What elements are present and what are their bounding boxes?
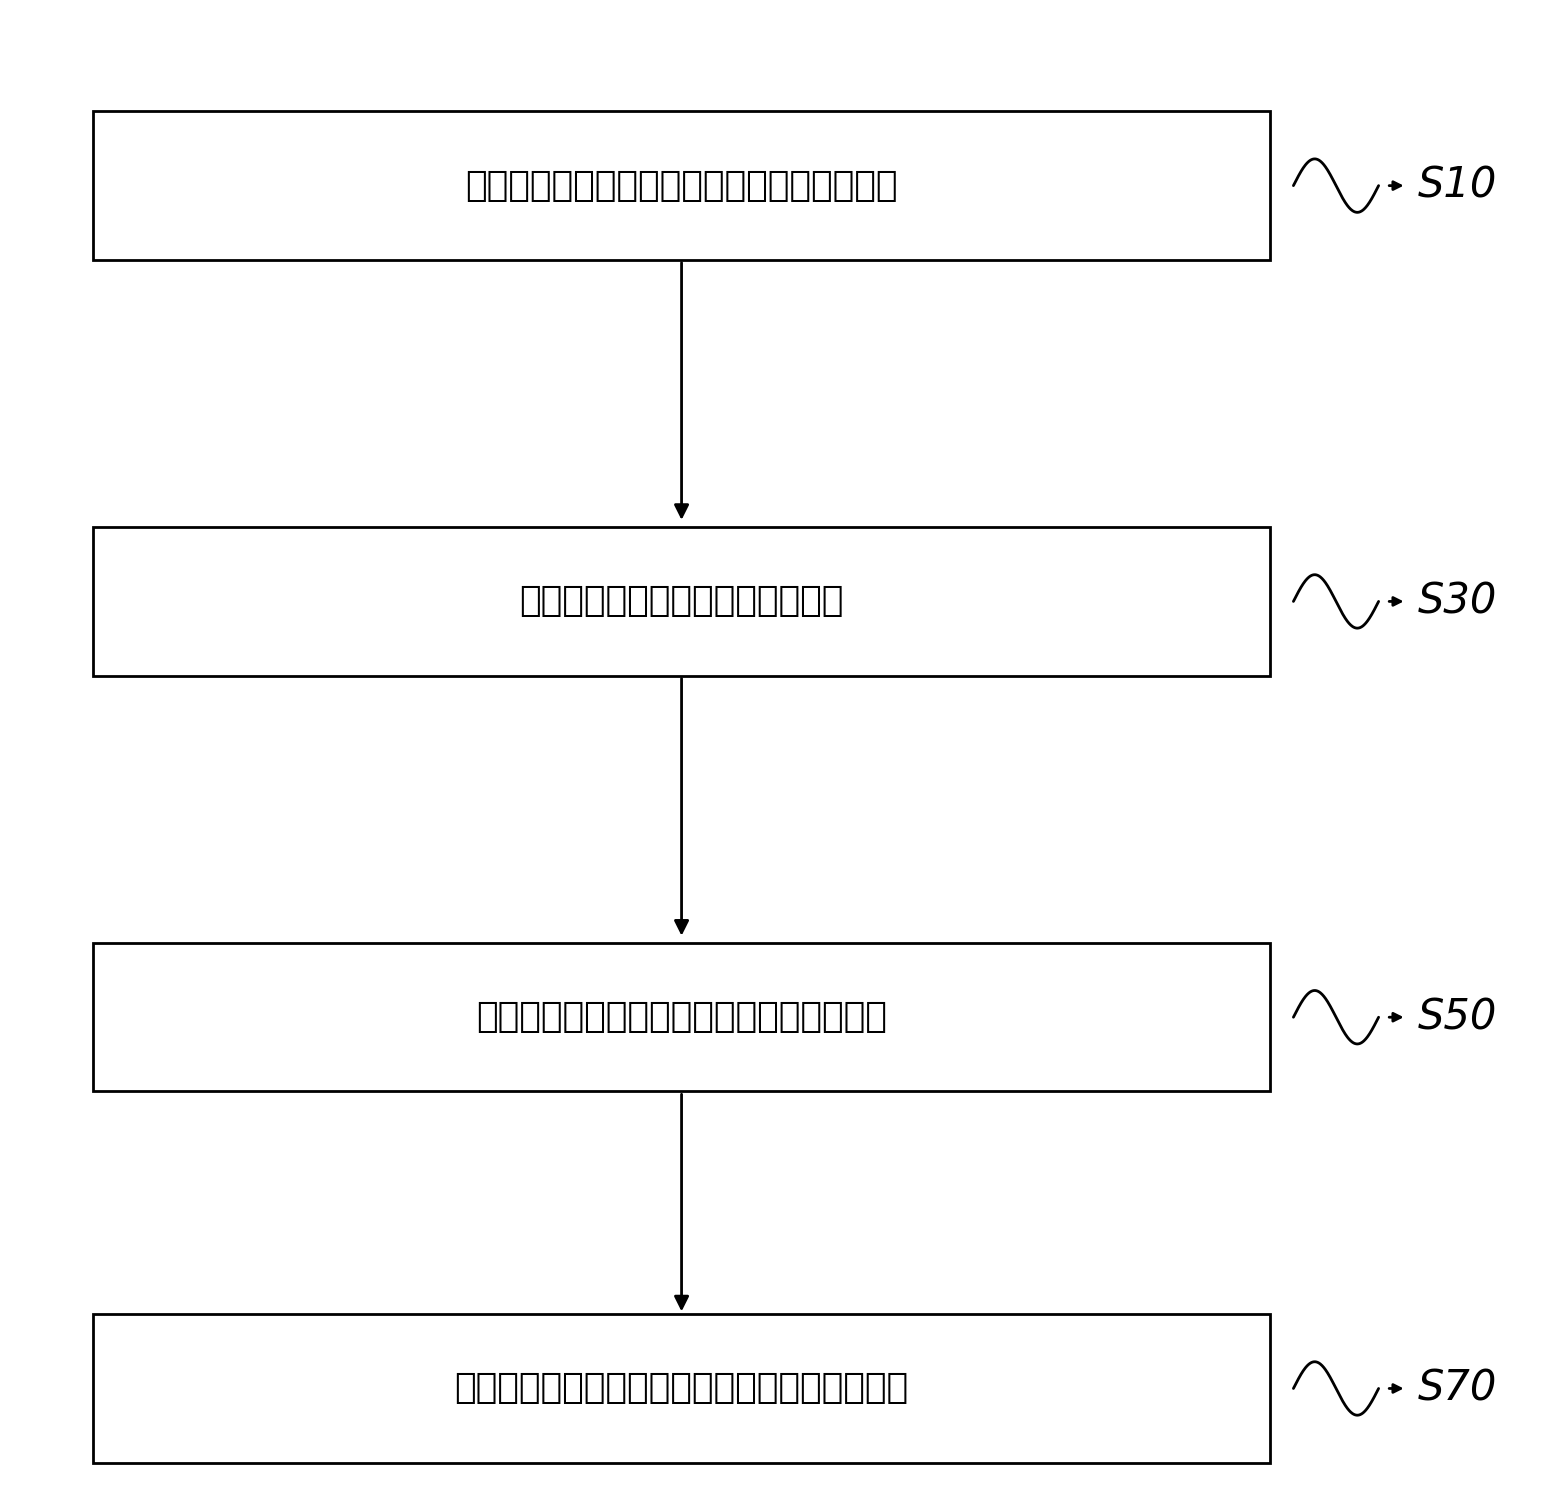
Bar [93, 1314, 1270, 1463]
Text: S30: S30 [1417, 581, 1496, 622]
Bar [93, 111, 1270, 260]
Text: S50: S50 [1417, 996, 1496, 1038]
Text: 将导线以一第二方向依序卷绕多个偶数极臂: 将导线以一第二方向依序卷绕多个偶数极臂 [476, 1001, 888, 1034]
Text: S70: S70 [1417, 1368, 1496, 1409]
Text: S10: S10 [1417, 165, 1496, 206]
Bar [93, 943, 1270, 1091]
Text: 将导线的入线端与出线端结线形成一第二电源端: 将导线的入线端与出线端结线形成一第二电源端 [454, 1372, 909, 1405]
Text: 将一导线以一第一方向依序卷绕多个奇数极臂: 将一导线以一第一方向依序卷绕多个奇数极臂 [465, 169, 898, 202]
Text: 拉出一共接点，作为一第一电源端: 拉出一共接点，作为一第一电源端 [519, 585, 844, 618]
Bar [93, 527, 1270, 676]
